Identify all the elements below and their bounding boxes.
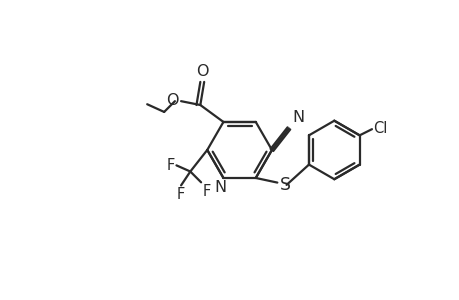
Text: F: F <box>177 187 185 202</box>
Text: Cl: Cl <box>373 121 387 136</box>
Text: F: F <box>202 184 210 199</box>
Text: N: N <box>291 110 303 124</box>
Text: O: O <box>166 93 179 108</box>
Text: S: S <box>279 176 290 194</box>
Text: F: F <box>166 158 174 173</box>
Text: N: N <box>214 180 226 195</box>
Text: O: O <box>196 64 208 79</box>
